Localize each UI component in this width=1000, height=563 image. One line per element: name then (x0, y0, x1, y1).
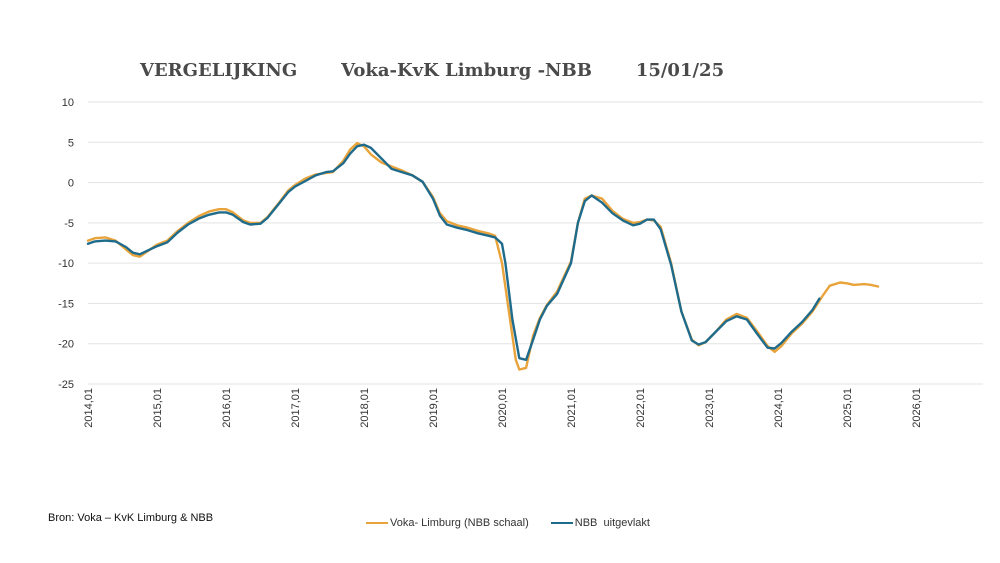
x-tick-label: 2022,01 (635, 388, 647, 428)
legend-swatch-voka (366, 521, 388, 525)
y-tick-labels: 10 5 0 -5 -10 -15 -20 -25 (58, 97, 74, 391)
y-tick-label: -15 (58, 298, 74, 310)
series-line-voka (86, 141, 880, 371)
y-tick-label: -10 (58, 258, 74, 270)
x-tick-label: 2016,01 (221, 388, 233, 428)
chart-title: VERGELIJKING Voka-KvK Limburg -NBB 15/01… (140, 60, 724, 81)
x-tick-label: 2015,01 (152, 388, 164, 428)
title-part-date: 15/01/25 (635, 60, 725, 81)
x-tick-label: 2020,01 (497, 388, 509, 428)
legend: Voka- Limburg (NBB schaal) NBB uitgevlak… (366, 517, 672, 529)
y-tick-label: -20 (58, 339, 74, 351)
legend-label-nbb: NBB uitgevlakt (574, 517, 650, 529)
legend-swatch-nbb (550, 521, 573, 525)
x-tick-label: 2024,01 (773, 388, 785, 428)
x-tick-label: 2014,01 (83, 388, 95, 428)
legend-item-voka: Voka- Limburg (NBB schaal) (366, 517, 529, 529)
source-note: Bron: Voka – KvK Limburg & NBB (48, 512, 214, 524)
legend-label-voka: Voka- Limburg (NBB schaal) (390, 517, 529, 529)
x-tick-label: 2019,01 (428, 388, 440, 428)
x-tick-label: 2017,01 (290, 388, 302, 428)
x-tick-label: 2021,01 (566, 388, 578, 428)
x-tick-label: 2026,01 (911, 388, 923, 428)
series-line-nbb (86, 143, 821, 361)
series-lines (86, 141, 880, 371)
y-tick-label: -5 (64, 218, 74, 230)
x-tick-labels: 2014,01 2015,01 2016,01 2017,01 2018,01 2019,… (83, 388, 923, 428)
title-part-comparison: VERGELIJKING (140, 60, 298, 81)
y-tick-label: 5 (68, 137, 74, 149)
y-tick-label: 0 (68, 178, 74, 190)
x-tick-label: 2025,01 (842, 388, 854, 428)
x-tick-label: 2018,01 (359, 388, 371, 428)
x-tick-label: 2023,01 (704, 388, 716, 428)
title-part-sources: Voka-KvK Limburg -NBB (341, 60, 592, 81)
y-tick-label: -25 (58, 379, 74, 391)
y-tick-label: 10 (62, 97, 74, 109)
legend-item-nbb: NBB uitgevlakt (550, 517, 650, 529)
grid-lines (88, 101, 983, 385)
